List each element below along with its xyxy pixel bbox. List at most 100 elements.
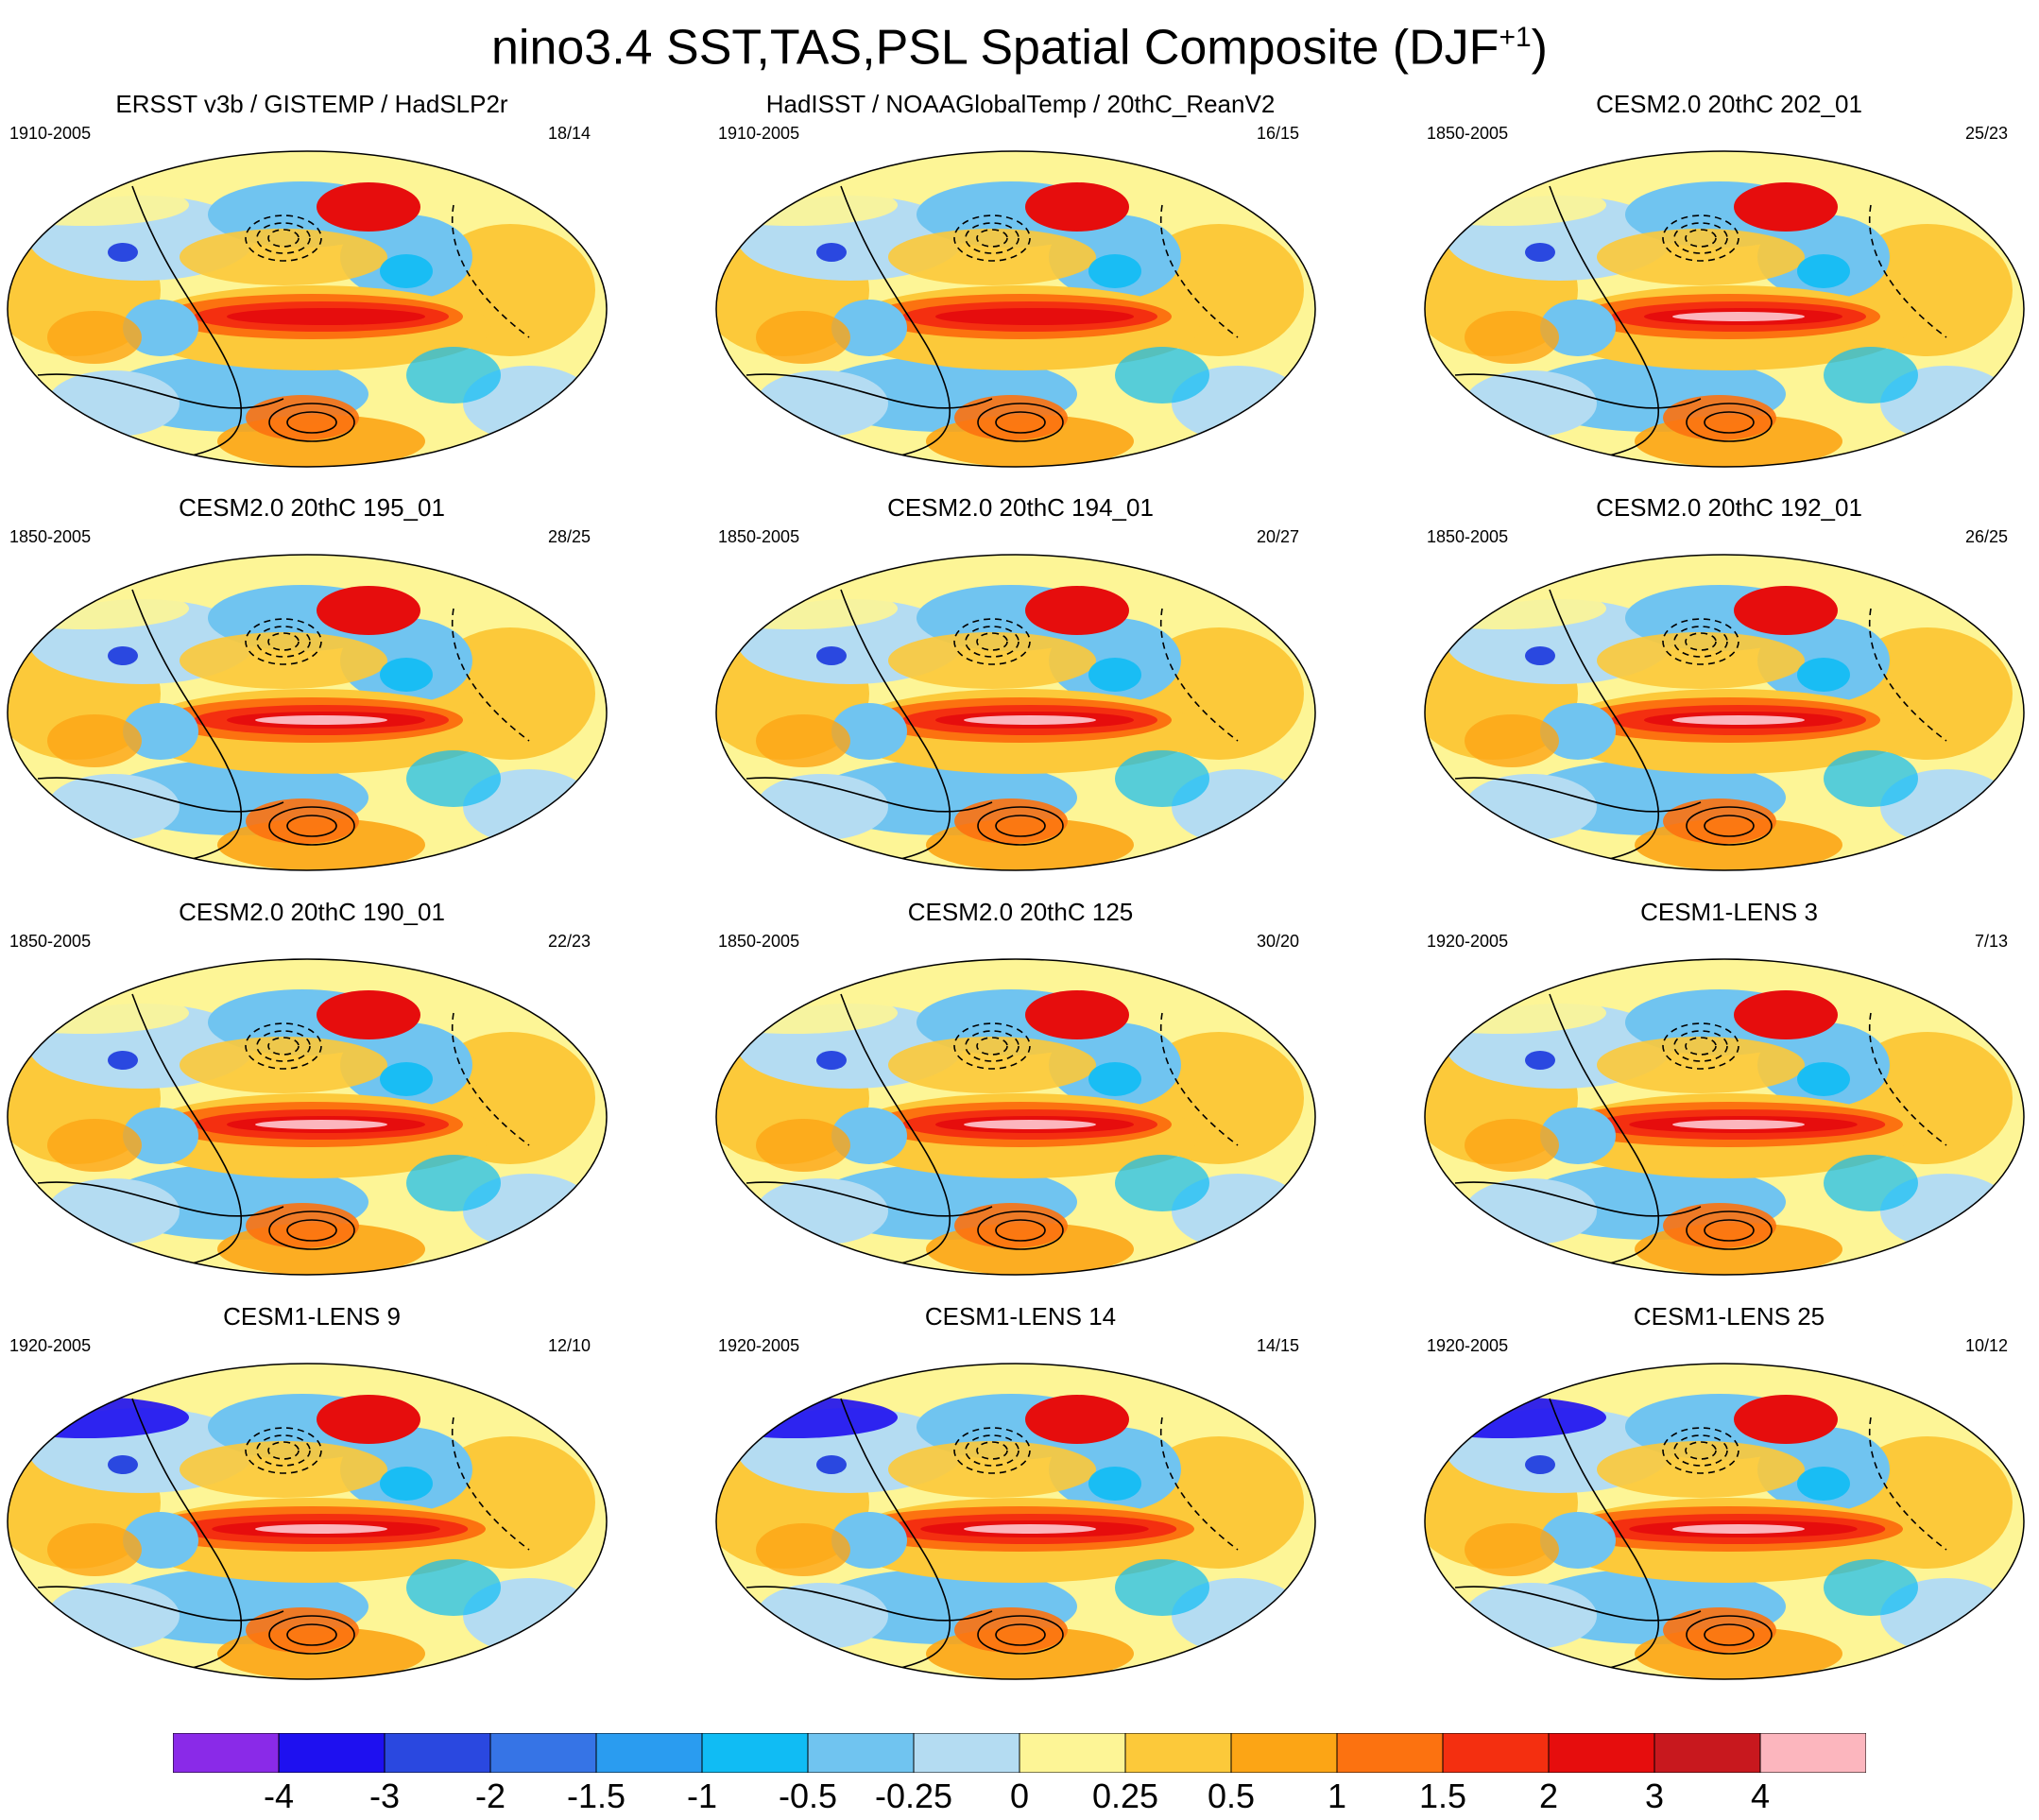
panel-event-count: 28/25 (547, 527, 591, 546)
panel-title: CESM1-LENS 9 (223, 1302, 401, 1331)
psl-contours (745, 589, 1239, 865)
panel-period: 1850-2005 (1427, 527, 1509, 546)
global-map (715, 1363, 1316, 1680)
colorbar-swatch (1442, 1733, 1550, 1773)
map-panel: CESM2.0 20thC 192_01 1850-2005 26/25 (1417, 493, 2039, 890)
global-map (715, 958, 1316, 1276)
panel-period: 1920-2005 (9, 1336, 92, 1355)
colorbar-tick-label: -4 (263, 1777, 295, 1815)
panel-title: CESM2.0 20thC 202_01 (1596, 90, 1862, 118)
anomaly-field (716, 151, 1315, 467)
map-border (1424, 150, 2025, 468)
panel-title: CESM1-LENS 14 (924, 1302, 1117, 1331)
panel-period: 1850-2005 (9, 527, 92, 546)
colorbar-swatch (173, 1733, 280, 1773)
colorbar-swatch (1230, 1733, 1338, 1773)
colorbar-tick-label: 1.5 (1418, 1777, 1467, 1815)
colorbar-swatch (1336, 1733, 1444, 1773)
colorbar-tick-label: 0 (1009, 1777, 1030, 1815)
panel-event-count: 14/15 (1256, 1336, 1299, 1355)
map-border (1424, 1363, 2025, 1680)
panel-period: 1910-2005 (9, 124, 92, 143)
global-map (7, 958, 608, 1276)
map-border (7, 554, 608, 871)
anomaly-field (1425, 959, 2024, 1275)
colorbar-swatch (701, 1733, 809, 1773)
colorbar-tick-label: 4 (1750, 1777, 1771, 1815)
map-panel: CESM2.0 20thC 195_01 1850-2005 28/25 (0, 493, 624, 890)
map-border (7, 1363, 608, 1680)
map-panel: CESM1-LENS 14 1920-2005 14/15 (709, 1302, 1332, 1699)
panel-title: CESM2.0 20thC 192_01 (1596, 493, 1862, 522)
panel-event-count: 7/13 (1974, 932, 2008, 951)
colorbar-tick-label: 1 (1327, 1777, 1347, 1815)
panel-event-count: 22/23 (547, 932, 591, 951)
global-map (715, 554, 1316, 871)
panel-title: HadISST / NOAAGlobalTemp / 20thC_ReanV2 (765, 90, 1276, 118)
anomaly-field (8, 555, 607, 870)
psl-contours (1454, 185, 1947, 461)
colorbar-tick-label: -1 (686, 1777, 718, 1815)
panel-event-count: 20/27 (1256, 527, 1299, 546)
colorbar-swatch (384, 1733, 491, 1773)
map-border (715, 958, 1316, 1276)
anomaly-field (8, 1364, 607, 1679)
global-map (715, 150, 1316, 468)
global-map (7, 554, 608, 871)
panel-period: 1910-2005 (718, 124, 800, 143)
panel-event-count: 25/23 (1964, 124, 2008, 143)
panel-period: 1920-2005 (718, 1336, 800, 1355)
psl-contours (1454, 589, 1947, 865)
colorbar-swatch (489, 1733, 597, 1773)
map-border (715, 150, 1316, 468)
map-border (7, 958, 608, 1276)
colorbar-swatch (1019, 1733, 1126, 1773)
colorbar-swatch (1124, 1733, 1232, 1773)
map-border (7, 150, 608, 468)
psl-contours (1454, 1398, 1947, 1674)
anomaly-field (8, 959, 607, 1275)
map-border (1424, 554, 2025, 871)
colorbar-tick-label: 0.5 (1207, 1777, 1256, 1815)
colorbar-swatch (1653, 1733, 1761, 1773)
psl-contours (37, 1398, 530, 1674)
panel-title: CESM1-LENS 25 (1633, 1302, 1825, 1331)
colorbar-tick-label: -3 (368, 1777, 401, 1815)
colorbar-swatch (278, 1733, 386, 1773)
panel-event-count: 10/12 (1964, 1336, 2008, 1355)
anomaly-field (1425, 555, 2024, 870)
global-map (1424, 1363, 2025, 1680)
map-panel: CESM2.0 20thC 125 1850-2005 30/20 (709, 898, 1332, 1295)
anomaly-field (1425, 151, 2024, 467)
psl-contours (745, 185, 1239, 461)
panel-event-count: 16/15 (1256, 124, 1299, 143)
map-border (715, 554, 1316, 871)
colorbar-swatch (807, 1733, 915, 1773)
panel-title: CESM2.0 20thC 125 (907, 898, 1134, 926)
map-panel: CESM1-LENS 9 1920-2005 12/10 (0, 1302, 624, 1699)
map-panel: HadISST / NOAAGlobalTemp / 20thC_ReanV2 1… (709, 90, 1332, 487)
panel-event-count: 12/10 (547, 1336, 591, 1355)
map-panel: CESM1-LENS 3 1920-2005 7/13 (1417, 898, 2039, 1295)
colorbar-swatch (1548, 1733, 1655, 1773)
global-map (7, 150, 608, 468)
map-panel: CESM2.0 20thC 190_01 1850-2005 22/23 (0, 898, 624, 1295)
anomaly-field (716, 959, 1315, 1275)
map-panel: CESM2.0 20thC 194_01 1850-2005 20/27 (709, 493, 1332, 890)
panel-period: 1850-2005 (718, 932, 800, 951)
panel-title: CESM1-LENS 3 (1640, 898, 1818, 926)
psl-contours (37, 993, 530, 1269)
global-map (1424, 150, 2025, 468)
map-border (1424, 958, 2025, 1276)
colorbar (173, 1733, 1866, 1773)
psl-contours (37, 185, 530, 461)
panel-title: CESM2.0 20thC 195_01 (179, 493, 445, 522)
colorbar-swatch (913, 1733, 1020, 1773)
panel-period: 1850-2005 (1427, 124, 1509, 143)
colorbar-labels: -4 -3 -2 -1.5 -1 -0.5 -0.25 0 0.25 0.5 1 1.5 2 3 4 (0, 1777, 2039, 1820)
panel-title: CESM2.0 20thC 190_01 (179, 898, 445, 926)
colorbar-tick-label: -1.5 (566, 1777, 626, 1815)
colorbar-tick-label: -2 (474, 1777, 506, 1815)
panel-period: 1920-2005 (1427, 932, 1509, 951)
anomaly-field (8, 151, 607, 467)
